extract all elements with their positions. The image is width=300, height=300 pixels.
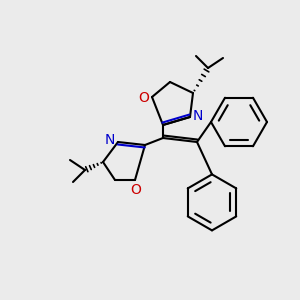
- Text: N: N: [105, 133, 115, 147]
- Text: O: O: [138, 91, 149, 105]
- Text: O: O: [130, 183, 141, 197]
- Text: N: N: [193, 109, 203, 123]
